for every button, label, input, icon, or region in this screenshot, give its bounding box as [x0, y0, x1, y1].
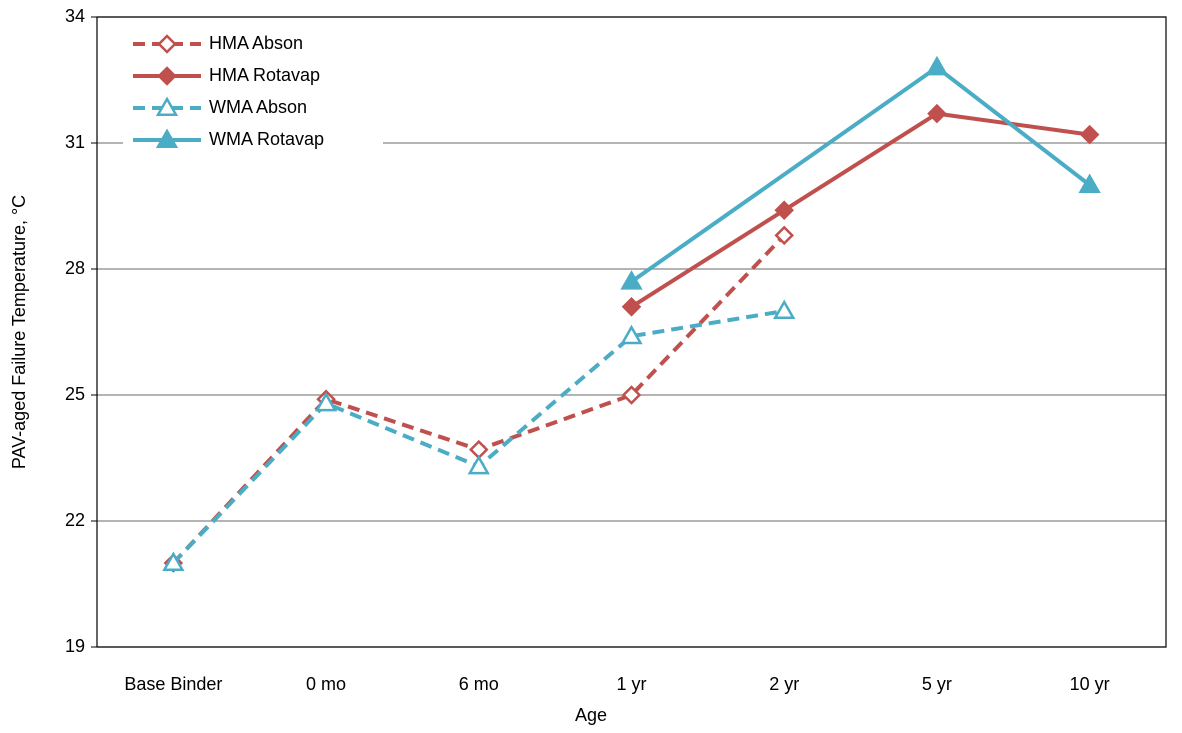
- series-line: [171, 309, 785, 565]
- y-tick-label: 19: [65, 636, 85, 656]
- legend-marker: [155, 128, 179, 148]
- series-line: [171, 234, 786, 565]
- series-marker: [162, 551, 185, 571]
- legend-label: WMA Abson: [209, 97, 307, 117]
- legend-label: HMA Rotavap: [209, 65, 320, 85]
- legend-marker: [155, 96, 179, 116]
- x-tick-label: 2 yr: [769, 674, 799, 694]
- series-marker: [620, 270, 643, 290]
- y-tick-label: 22: [65, 510, 85, 530]
- y-tick-label: 31: [65, 132, 85, 152]
- y-tick-label: 28: [65, 258, 85, 278]
- x-tick-label: 1 yr: [616, 674, 646, 694]
- y-tick-label: 34: [65, 6, 85, 26]
- series-marker: [773, 299, 796, 319]
- legend-label: WMA Rotavap: [209, 129, 324, 149]
- legend-marker: [157, 66, 177, 86]
- x-axis-label: Age: [575, 705, 607, 725]
- series-marker: [621, 385, 642, 405]
- plot-border: [96, 16, 1167, 648]
- x-tick-label: 0 mo: [306, 674, 346, 694]
- x-tick-label: 10 yr: [1070, 674, 1110, 694]
- x-tick-label: 6 mo: [459, 674, 499, 694]
- x-tick-label: 5 yr: [922, 674, 952, 694]
- series-marker: [925, 55, 949, 76]
- series-marker: [620, 324, 643, 345]
- y-tick-label: 25: [65, 384, 85, 404]
- series-line: [630, 65, 1091, 284]
- series-marker: [1078, 173, 1101, 193]
- x-tick-label: Base Binder: [124, 674, 222, 694]
- series-marker: [927, 103, 947, 124]
- series-marker: [467, 454, 490, 475]
- series-marker: [774, 200, 794, 220]
- legend-marker: [157, 34, 177, 54]
- legend-label: HMA Abson: [209, 33, 303, 53]
- series-marker: [1079, 124, 1100, 145]
- series-marker: [314, 391, 338, 412]
- y-axis-label: PAV-aged Failure Temperature, °C: [9, 195, 29, 469]
- series-marker: [774, 225, 794, 246]
- series-marker: [621, 297, 642, 317]
